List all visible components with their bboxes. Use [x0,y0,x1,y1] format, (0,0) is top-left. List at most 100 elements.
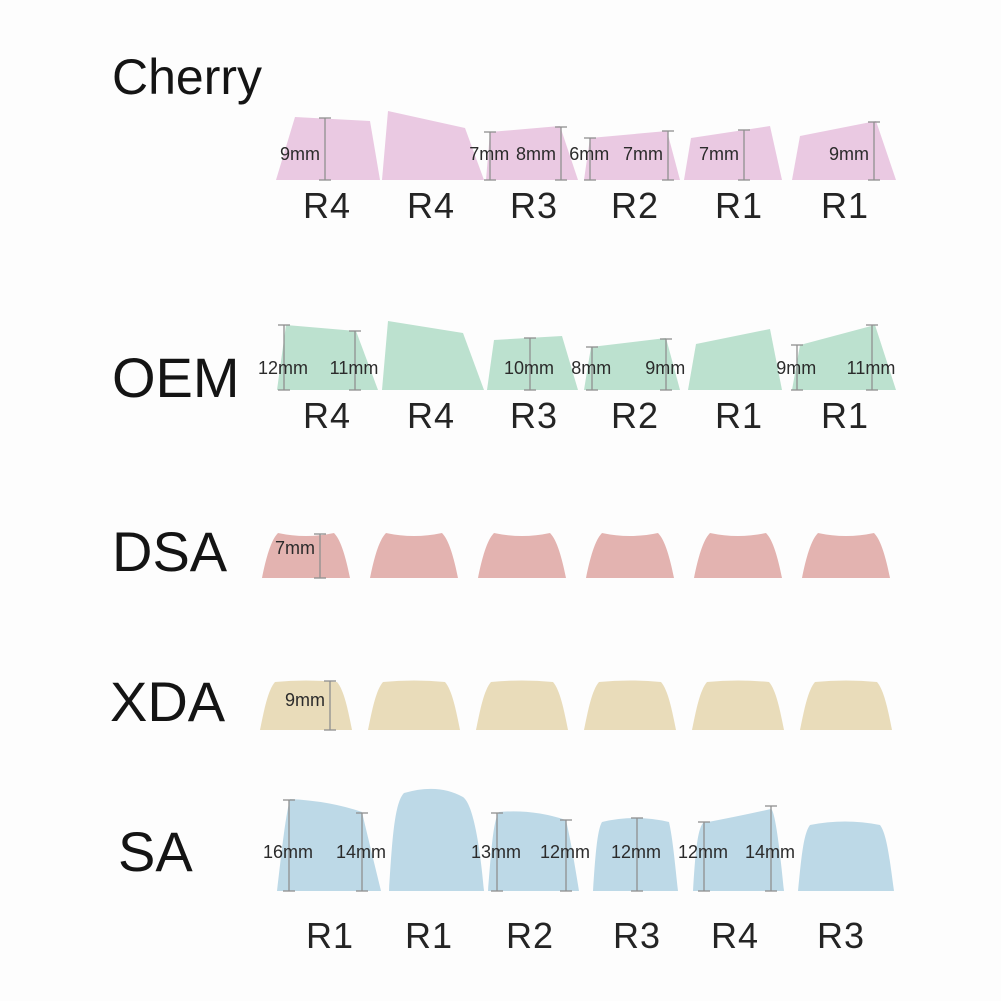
keycap-xda-2 [368,680,460,730]
measurement-label: 10mm [503,358,555,378]
measurement-line [584,137,596,181]
measurement-label: 12mm [677,842,729,862]
measurement-label: 9mm [776,358,817,378]
measurement-label: 16mm [262,842,314,862]
keycap-cherry-r4-2 [382,111,484,180]
keycap-oem-r1-5 [688,329,782,390]
keycap-xda-6 [800,680,892,730]
measurement-line [698,821,710,892]
row-label-oem-5: R1 [714,395,764,436]
row-label-oem-6: R1 [820,395,870,436]
keycap-oem-r3-3 [487,336,578,390]
keycap-xda-4 [584,680,676,730]
keycap-dsa-1 [262,533,350,578]
keycap-xda-3 [476,680,568,730]
measurement-line [349,330,361,391]
measurement-line [324,680,336,731]
measurement-line [866,324,878,391]
keycap-sa-r2-3 [488,811,579,891]
measurement-line [631,817,643,892]
measurement-line [662,130,674,181]
row-label-sa-2: R1 [404,915,454,956]
keycap-dsa-6 [802,533,890,578]
measurement-line [738,129,750,181]
row-label-oem-1: R4 [302,395,352,436]
measurement-line [660,338,672,391]
keycap-sa-r4-5 [693,809,784,891]
row-label-oem-3: R3 [509,395,559,436]
measurement-label: 7mm [469,144,510,164]
keycap-oem-r4-2 [382,321,484,390]
profile-name-sa: SA [118,820,193,883]
measurement-line [524,337,536,391]
measurement-line [278,324,290,391]
keycap-cherry-r3-3 [486,126,578,180]
measurement-label: 7mm [699,144,739,164]
measurement-line [356,812,368,892]
keycap-dsa-5 [694,533,782,578]
row-label-cherry-5: R1 [714,185,764,226]
profile-name-oem: OEM [112,346,240,409]
row-label-oem-4: R2 [610,395,660,436]
keycap-xda-1 [260,680,352,730]
measurement-label: 11mm [846,358,896,378]
measurement-line [765,805,777,892]
profile-name-cherry: Cherry [112,49,263,105]
keycap-dsa-3 [478,533,566,578]
measurement-label: 11mm [329,358,379,378]
profile-name-dsa: DSA [112,520,228,583]
measurement-label: 12mm [539,842,591,862]
row-label-cherry-1: R4 [302,185,352,226]
measurement-label: 14mm [744,842,796,862]
measurement-label: 9mm [829,144,869,164]
keycap-oem-r2-4 [584,338,680,390]
row-label-sa-5: R4 [710,915,760,956]
keycap-dsa-2 [370,533,458,578]
keycap-cherry-r4-1 [276,117,380,180]
measurement-label: 7mm [623,144,663,164]
row-label-sa-3: R2 [505,915,555,956]
keycap-sa-r1-2 [389,788,484,891]
measurement-line [314,533,326,579]
row-label-sa-1: R1 [305,915,355,956]
measurement-label: 13mm [470,842,522,862]
row-label-cherry-3: R3 [509,185,559,226]
measurement-label: 14mm [335,842,387,862]
measurement-line [791,344,803,391]
keycap-cherry-r2-4 [584,131,680,180]
measurement-label: 8mm [516,144,556,164]
keycap-xda-5 [692,680,784,730]
row-label-sa-6: R3 [816,915,866,956]
keycap-oem-r1-6 [792,325,896,390]
measurement-line [586,346,598,391]
measurement-label: 12mm [610,842,662,862]
measurement-label: 9mm [285,690,325,710]
row-label-sa-4: R3 [612,915,662,956]
row-label-cherry-4: R2 [610,185,660,226]
measurement-line [283,799,295,892]
row-label-oem-2: R4 [406,395,456,436]
measurement-label: 9mm [280,144,320,164]
measurement-label: 8mm [571,358,612,378]
keycap-cherry-r1-6 [792,121,896,180]
measurement-line [484,131,496,181]
keycap-cherry-r1-5 [684,126,782,180]
measurement-label: 9mm [645,358,686,378]
keycap-sa-r1-1 [277,799,381,891]
measurement-line [491,812,503,892]
measurement-line [560,819,572,892]
keycap-sa-r3-6 [798,821,894,891]
row-label-cherry-6: R1 [820,185,870,226]
measurement-line [868,121,880,181]
row-label-cherry-2: R4 [406,185,456,226]
keycap-sa-r3-4 [593,818,678,891]
measurement-label: 12mm [257,358,309,378]
measurement-line [319,117,331,181]
keycap-oem-r4-1 [277,325,378,390]
measurement-line [555,126,567,181]
measurement-label: 7mm [275,538,315,558]
profile-name-xda: XDA [110,670,226,733]
keycap-dsa-4 [586,533,674,578]
